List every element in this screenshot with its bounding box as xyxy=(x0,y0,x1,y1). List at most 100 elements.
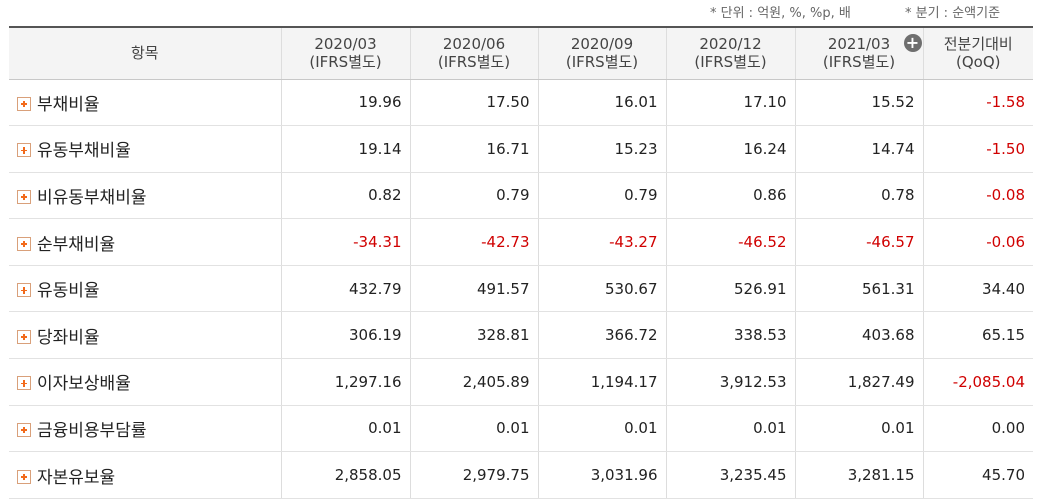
value-cell: -0.08 xyxy=(922,172,1033,220)
expand-plus-icon[interactable] xyxy=(17,422,31,437)
value-cell: 3,912.53 xyxy=(665,358,795,406)
value-cell: 3,281.15 xyxy=(794,451,923,499)
value-cell: 16.24 xyxy=(665,125,795,173)
value-cell: 0.86 xyxy=(665,172,795,220)
row-label: 부채비율 xyxy=(37,94,100,115)
row-label-cell: 금융비용부담률 xyxy=(9,405,281,453)
row-label-cell: 부채비율 xyxy=(9,79,281,127)
expand-plus-icon[interactable] xyxy=(17,329,31,344)
value-cell: -42.73 xyxy=(409,218,538,266)
expand-plus-icon[interactable] xyxy=(17,283,31,298)
value-cell: 2,405.89 xyxy=(409,358,538,406)
row-label: 비유동부채비율 xyxy=(37,187,147,208)
value-cell: -34.31 xyxy=(280,218,410,266)
financial-ratio-table: 항목 2020/03 (IFRS별도) 2020/06 (IFRS별도) 2020/… xyxy=(9,26,1033,499)
table-row: 유동비율 432.79 491.57 530.67 526.91 561.31 34.40 xyxy=(9,265,1033,313)
value-cell: 65.15 xyxy=(922,311,1033,360)
table-row: 금융비용부담률 0.01 0.01 0.01 0.01 0.01 0.00 xyxy=(9,405,1033,453)
value-cell: 15.23 xyxy=(537,125,666,173)
value-cell: 19.14 xyxy=(280,125,410,173)
table-row: 자본유보율 2,858.05 2,979.75 3,031.96 3,235.45 3,2… xyxy=(9,451,1033,499)
table-row: 순부채비율 -34.31 -42.73 -43.27 -46.52 -46.57 -0.06 xyxy=(9,218,1033,266)
value-cell: 0.00 xyxy=(922,405,1033,453)
table-row: 비유동부채비율 0.82 0.79 0.79 0.86 0.78 -0.08 xyxy=(9,172,1033,220)
value-cell: 3,235.45 xyxy=(665,451,795,499)
expand-plus-icon[interactable] xyxy=(17,469,31,484)
value-cell: 530.67 xyxy=(537,265,666,313)
value-cell: -46.57 xyxy=(794,218,923,266)
value-cell: 1,297.16 xyxy=(280,358,410,406)
row-label: 이자보상배율 xyxy=(37,374,131,395)
header-row: 항목 2020/03 (IFRS별도) 2020/06 (IFRS별도) 2020/… xyxy=(9,26,1033,80)
value-cell: 0.79 xyxy=(537,172,666,220)
value-cell: 17.10 xyxy=(665,79,795,127)
expand-plus-icon[interactable] xyxy=(17,236,31,251)
period-header: 2020/09 (IFRS별도) xyxy=(537,26,666,80)
value-cell: 16.01 xyxy=(537,79,666,127)
value-cell: 15.52 xyxy=(794,79,923,127)
value-cell: -43.27 xyxy=(537,218,666,266)
row-label-cell: 당좌비율 xyxy=(9,311,281,360)
row-label-cell: 자본유보율 xyxy=(9,451,281,499)
period-header: 2021/03 (IFRS별도) xyxy=(794,26,923,80)
row-label-cell: 비유동부채비율 xyxy=(9,172,281,220)
value-cell: 17.50 xyxy=(409,79,538,127)
value-cell: 432.79 xyxy=(280,265,410,313)
value-cell: 14.74 xyxy=(794,125,923,173)
expand-plus-icon[interactable] xyxy=(17,189,31,204)
value-cell: 3,031.96 xyxy=(537,451,666,499)
value-cell: 366.72 xyxy=(537,311,666,360)
value-cell: 0.79 xyxy=(409,172,538,220)
value-cell: 16.71 xyxy=(409,125,538,173)
row-label-cell: 유동부채비율 xyxy=(9,125,281,173)
value-cell: 0.01 xyxy=(409,405,538,453)
expand-plus-icon[interactable] xyxy=(17,96,31,111)
value-cell: 45.70 xyxy=(922,451,1033,499)
period-header: 2020/03 (IFRS별도) xyxy=(280,26,410,80)
value-cell: 0.01 xyxy=(280,405,410,453)
value-cell: 1,194.17 xyxy=(537,358,666,406)
row-label: 순부채비율 xyxy=(37,234,116,255)
item-header: 항목 xyxy=(9,26,281,80)
row-label: 금융비용부담률 xyxy=(37,420,147,441)
value-cell: -1.50 xyxy=(922,125,1033,173)
value-cell: -2,085.04 xyxy=(922,358,1033,406)
table-row: 이자보상배율 1,297.16 2,405.89 1,194.17 3,912.53 1,… xyxy=(9,358,1033,406)
value-cell: -0.06 xyxy=(922,218,1033,266)
value-cell: -46.52 xyxy=(665,218,795,266)
table-row: 부채비율 19.96 17.50 16.01 17.10 15.52 -1.58 xyxy=(9,79,1033,127)
value-cell: -1.58 xyxy=(922,79,1033,127)
table-row: 당좌비율 306.19 328.81 366.72 338.53 403.68 65.15 xyxy=(9,311,1033,360)
value-cell: 561.31 xyxy=(794,265,923,313)
expand-plus-icon[interactable] xyxy=(17,143,31,158)
table-row: 유동부채비율 19.14 16.71 15.23 16.24 14.74 -1.50 xyxy=(9,125,1033,173)
row-label-cell: 유동비율 xyxy=(9,265,281,313)
row-label: 유동부채비율 xyxy=(37,141,131,162)
value-cell: 338.53 xyxy=(665,311,795,360)
value-cell: 0.78 xyxy=(794,172,923,220)
basis-note: * 분기 : 순액기준 xyxy=(905,6,1001,21)
value-cell: 2,979.75 xyxy=(409,451,538,499)
value-cell: 403.68 xyxy=(794,311,923,360)
value-cell: 0.01 xyxy=(537,405,666,453)
row-label-cell: 이자보상배율 xyxy=(9,358,281,406)
row-label-cell: 순부채비율 xyxy=(9,218,281,266)
value-cell: 328.81 xyxy=(409,311,538,360)
value-cell: 0.01 xyxy=(665,405,795,453)
circle-plus-icon[interactable]: + xyxy=(903,34,922,52)
value-cell: 0.01 xyxy=(794,405,923,453)
period-header: 2020/12 (IFRS별도) xyxy=(665,26,795,80)
value-cell: 526.91 xyxy=(665,265,795,313)
value-cell: 306.19 xyxy=(280,311,410,360)
row-label: 자본유보율 xyxy=(37,467,116,488)
value-cell: 0.82 xyxy=(280,172,410,220)
value-cell: 1,827.49 xyxy=(794,358,923,406)
expand-plus-icon[interactable] xyxy=(17,376,31,391)
period-header: 2020/06 (IFRS별도) xyxy=(409,26,538,80)
notes-bar: * 단위 : 억원, %, %p, 배 * 분기 : 순액기준 xyxy=(0,0,1044,26)
value-cell: 491.57 xyxy=(409,265,538,313)
row-label: 유동비율 xyxy=(37,281,100,302)
row-label: 당좌비율 xyxy=(37,327,100,348)
qoq-header: + 전분기대비 (QoQ) xyxy=(903,26,1033,80)
value-cell: 2,858.05 xyxy=(280,451,410,499)
